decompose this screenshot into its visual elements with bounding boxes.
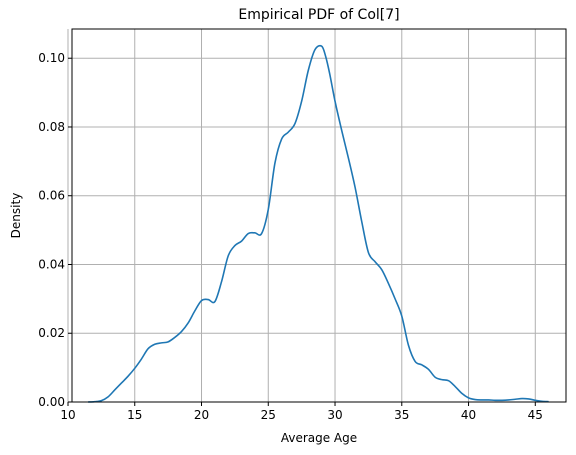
x-tick-label: 35 bbox=[394, 408, 409, 422]
x-axis: 10 15 20 25 30 35 40 45 bbox=[60, 402, 543, 422]
y-tick-label: 0.06 bbox=[38, 189, 65, 203]
series-layer bbox=[87, 44, 549, 403]
y-axis: 0.00 0.02 0.04 0.06 0.08 0.10 bbox=[38, 51, 72, 409]
y-tick-label: 0.02 bbox=[38, 326, 65, 340]
y-axis-label: Density bbox=[9, 193, 23, 239]
y-tick-label: 0.04 bbox=[38, 257, 65, 271]
y-tick-label: 0.08 bbox=[38, 120, 65, 134]
x-tick-label: 45 bbox=[528, 408, 543, 422]
x-tick-label: 20 bbox=[194, 408, 209, 422]
y-tick-label: 0.00 bbox=[38, 395, 65, 409]
chart-title: Empirical PDF of Col[7] bbox=[238, 7, 399, 23]
x-tick-label: 25 bbox=[261, 408, 276, 422]
x-tick-label: 15 bbox=[127, 408, 142, 422]
x-tick-label: 40 bbox=[461, 408, 476, 422]
x-tick-label: 10 bbox=[60, 408, 75, 422]
y-tick-label: 0.10 bbox=[38, 51, 65, 65]
density-line bbox=[87, 44, 549, 403]
plot-frame bbox=[71, 28, 567, 403]
grid bbox=[67, 29, 566, 403]
x-tick-label: 30 bbox=[327, 408, 342, 422]
x-axis-label: Average Age bbox=[281, 431, 357, 445]
